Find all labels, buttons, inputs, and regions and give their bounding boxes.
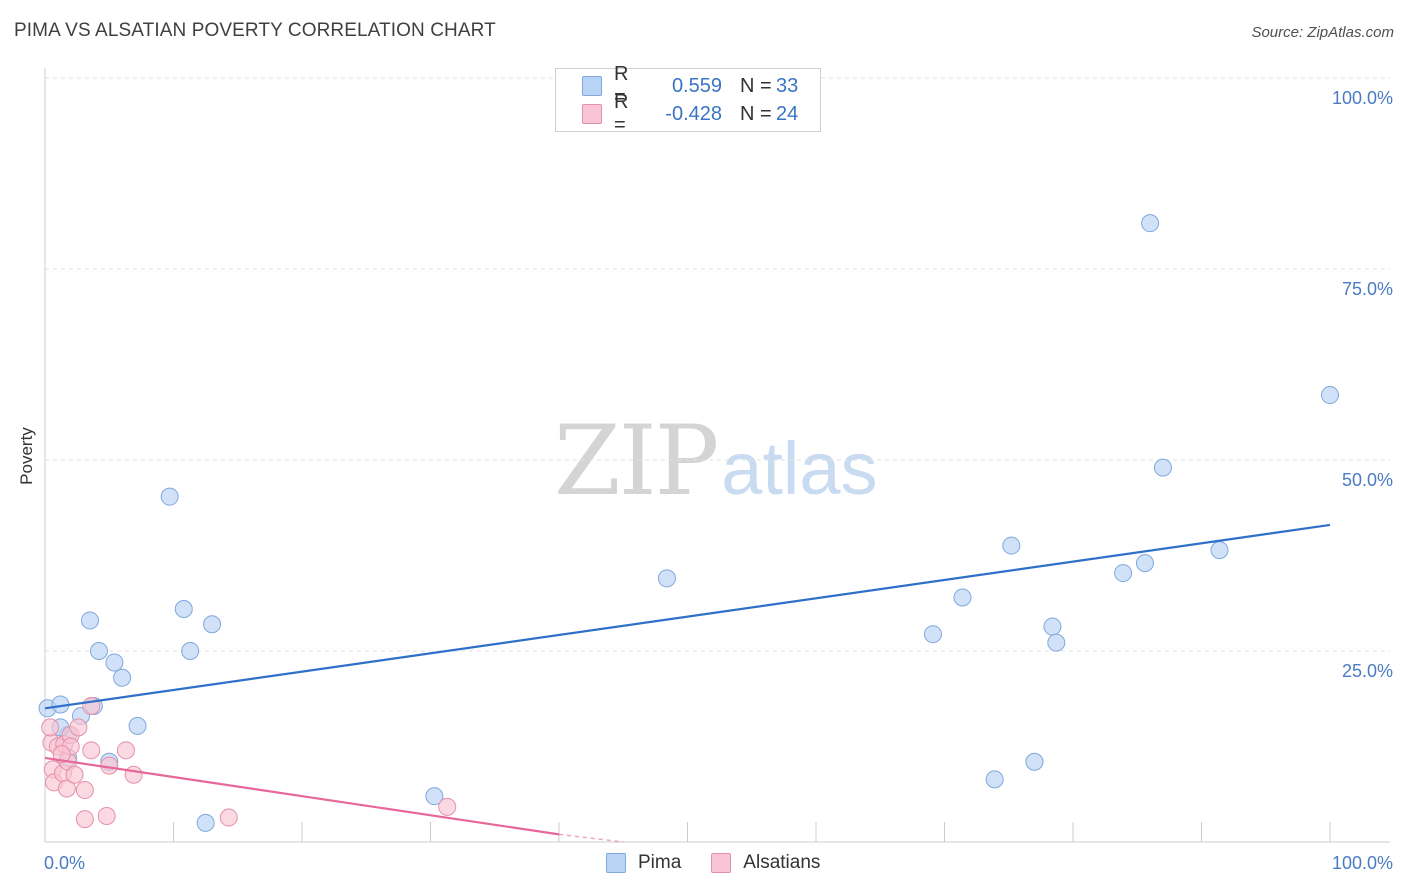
pima-legend-swatch — [606, 853, 626, 873]
stats-legend: R = 0.559 N = 33 R = -0.428 N = 24 — [555, 63, 821, 136]
alsatians-point — [41, 718, 60, 737]
pima-point — [1114, 564, 1133, 583]
r-label: R = — [614, 63, 629, 108]
x-tick-label: 0.0% — [44, 853, 85, 873]
pima-point — [113, 668, 132, 687]
source-credit: Source: ZipAtlas.com — [1251, 24, 1394, 41]
y-axis-label: Poverty — [17, 427, 36, 485]
pima-point — [923, 625, 942, 644]
alsatians-point — [57, 779, 76, 798]
legend-item-pima[interactable]: Pima — [606, 852, 681, 874]
alsatians-point — [75, 781, 94, 800]
pima-point — [657, 569, 676, 588]
alsatians-legend-swatch — [711, 853, 732, 873]
alsatians-point — [124, 765, 143, 784]
pima-trend-line — [44, 523, 1331, 710]
pima-swatch — [582, 76, 602, 96]
series-legend: Pima Alsatians — [606, 852, 850, 874]
alsatians-point — [219, 808, 238, 827]
alsatians-point — [82, 741, 101, 760]
pima-point — [953, 588, 972, 607]
pima-point — [181, 642, 200, 660]
stats-row-pima: R = 0.559 N = 33 — [582, 63, 799, 108]
alsatians-trend-line — [44, 756, 560, 836]
y-tick-label: 50.0% — [1342, 470, 1393, 490]
alsatians-point — [52, 745, 71, 764]
r-value: 0.559 — [671, 74, 722, 97]
n-value: 24 — [776, 102, 799, 125]
y-tick-label: 75.0% — [1342, 279, 1393, 299]
alsatians-point — [75, 810, 94, 829]
legend-label-pima: Pima — [638, 852, 682, 873]
pima-point — [1043, 617, 1062, 636]
pima-point — [425, 787, 444, 806]
pima-point — [1047, 633, 1066, 652]
pima-point — [1321, 386, 1339, 405]
legend-item-alsatians[interactable]: Alsatians — [711, 852, 820, 874]
n-label: N = — [740, 74, 772, 97]
pima-point — [985, 770, 1004, 789]
y-tick-label: 25.0% — [1342, 661, 1393, 681]
legend-label-alsatians: Alsatians — [743, 852, 821, 873]
stats-row-alsatians: R = -0.428 N = 24 — [582, 91, 799, 136]
pima-point — [174, 599, 193, 618]
pima-point — [196, 813, 215, 832]
watermark-zip: ZIP — [554, 405, 719, 517]
pima-point — [89, 642, 108, 660]
alsatians-point — [69, 718, 88, 737]
pima-point — [203, 615, 222, 634]
pima-point — [1210, 541, 1229, 560]
alsatians-trend-extension — [558, 833, 624, 843]
pima-point — [160, 487, 179, 506]
pima-point — [128, 716, 147, 735]
pima-point — [1153, 458, 1172, 477]
watermark: ZIPatlas — [554, 405, 878, 517]
watermark-atlas: atlas — [721, 427, 878, 510]
n-label: N = — [740, 102, 772, 125]
alsatians-point — [438, 797, 457, 816]
alsatians-swatch — [582, 104, 602, 124]
pima-point — [1135, 554, 1154, 573]
pima-point — [1141, 214, 1160, 233]
pima-point — [1025, 752, 1044, 771]
y-tick-label: 100.0% — [1332, 88, 1393, 108]
pima-point — [1002, 536, 1021, 555]
r-value: -0.428 — [665, 102, 722, 125]
chart-title: PIMA VS ALSATIAN POVERTY CORRELATION CHA… — [14, 20, 496, 41]
n-value: 33 — [776, 74, 799, 97]
alsatians-point — [116, 741, 135, 760]
pima-point — [105, 653, 124, 672]
r-label: R = — [614, 91, 629, 136]
x-tick-label: 100.0% — [1332, 853, 1393, 873]
pima-point — [80, 611, 99, 630]
alsatians-point — [65, 765, 84, 784]
alsatians-point — [97, 807, 116, 826]
